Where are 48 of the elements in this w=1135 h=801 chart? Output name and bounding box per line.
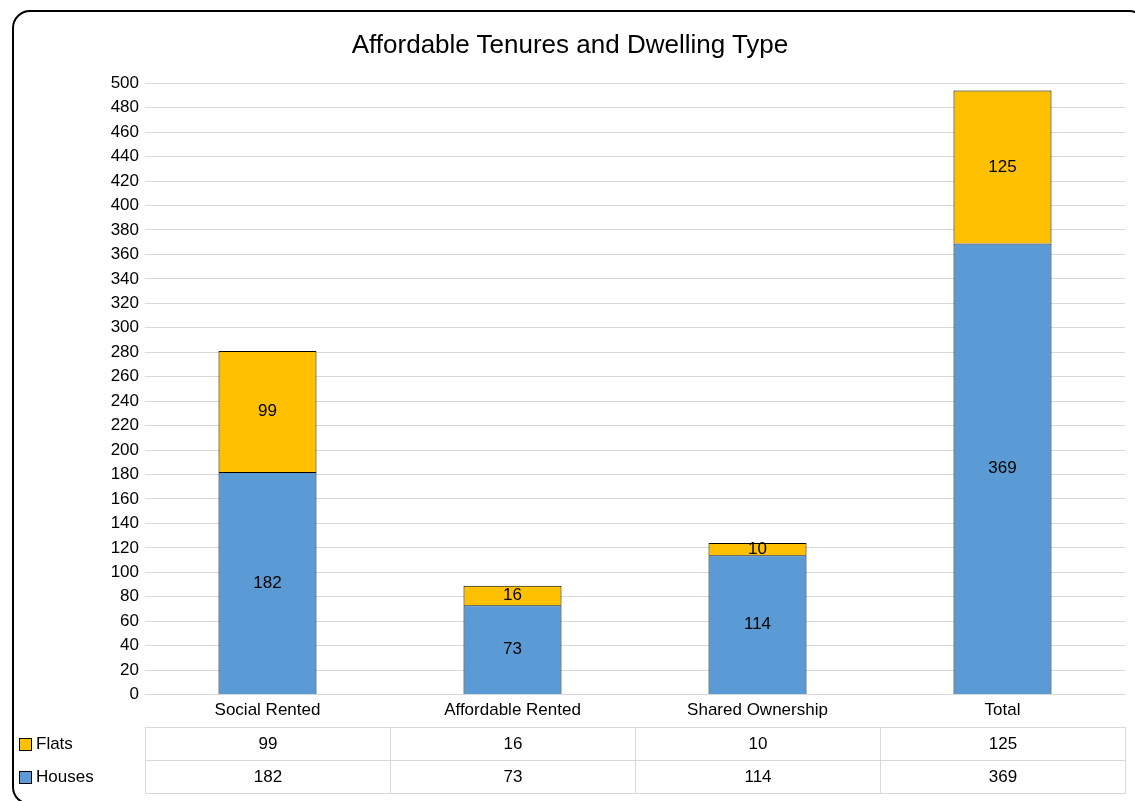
y-tick-label: 20 (120, 659, 139, 679)
y-tick-label: 220 (110, 415, 139, 435)
y-tick-label: 240 (110, 390, 139, 410)
y-tick-label: 100 (110, 562, 139, 582)
y-tick-label: 0 (129, 684, 139, 704)
legend-label: Houses (35, 765, 95, 788)
y-tick-label: 500 (110, 72, 139, 92)
data-label: 73 (503, 639, 522, 659)
y-tick-label: 340 (110, 268, 139, 288)
y-tick-label: 320 (110, 292, 139, 312)
data-label: 125 (988, 156, 1017, 176)
text: 10 (635, 727, 881, 761)
x-tick-label: Shared Ownership (687, 700, 828, 720)
data-label: 16 (503, 585, 522, 605)
y-tick-label: 60 (120, 610, 139, 630)
y-tick-label: 80 (120, 586, 139, 606)
y-tick-label: 160 (110, 488, 139, 508)
x-tick-label: Social Rented (214, 700, 321, 720)
text: 182 (145, 760, 391, 794)
text: 125 (880, 727, 1126, 761)
y-tick-label: 480 (110, 97, 139, 117)
data-label: 114 (743, 614, 772, 634)
text: 16 (390, 727, 636, 761)
legend-label: Flats (35, 732, 74, 755)
y-tick-label: 440 (110, 146, 139, 166)
y-tick-label: 380 (110, 219, 139, 239)
y-tick-label: 180 (110, 464, 139, 484)
data-label: 182 (253, 572, 282, 592)
y-tick-label: 260 (110, 366, 139, 386)
y-tick-label: 360 (110, 244, 139, 264)
x-tick-label: Total (984, 700, 1021, 720)
y-tick-label: 400 (110, 195, 139, 215)
x-tick-label: Affordable Rented (444, 700, 581, 720)
y-tick-label: 460 (110, 121, 139, 141)
y-tick-label: 140 (110, 513, 139, 533)
y-tick-label: 120 (110, 537, 139, 557)
y-tick-label: 280 (110, 341, 139, 361)
text: 73 (390, 760, 636, 794)
text: 114 (635, 760, 881, 794)
text: 99 (145, 727, 391, 761)
y-tick-label: 200 (110, 439, 139, 459)
chart-title: Affordable Tenures and Dwelling Type (351, 28, 789, 59)
y-tick-label: 40 (120, 635, 139, 655)
text: 369 (880, 760, 1126, 794)
y-tick-label: 300 (110, 317, 139, 337)
y-tick-label: 420 (110, 170, 139, 190)
data-label: 99 (258, 401, 277, 421)
data-label: 369 (988, 458, 1017, 478)
